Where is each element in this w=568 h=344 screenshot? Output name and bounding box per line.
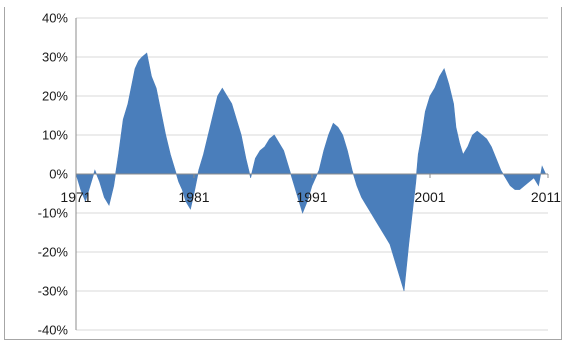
axis-layer — [75, 18, 549, 330]
y-tick-label: -40% — [38, 323, 69, 338]
x-tick-label: 2001 — [414, 189, 445, 205]
x-tick-label: 2011 — [531, 189, 561, 205]
y-tick-label: 30% — [42, 50, 68, 65]
x-tick-label: 1971 — [60, 189, 91, 205]
y-tick-label: -20% — [38, 245, 69, 260]
y-tick-layer: 40% 30% 20% 10% 0% -10% -20% -30% -40% — [38, 11, 69, 338]
x-tick-label: 1981 — [178, 189, 209, 205]
y-tick-label: 10% — [42, 128, 68, 143]
area-series — [75, 52, 548, 292]
y-tick-label: -10% — [38, 206, 69, 221]
area-layer — [75, 52, 548, 292]
title-strip — [0, 0, 568, 7]
grid-layer — [76, 17, 548, 331]
y-tick-label: 0% — [49, 167, 68, 182]
x-tick-layer: 1971 1981 1991 2001 2011 — [60, 189, 561, 205]
y-tick-label: 40% — [42, 11, 68, 26]
y-tick-label: -30% — [38, 284, 69, 299]
y-tick-label: 20% — [42, 89, 68, 104]
x-tick-label: 1991 — [296, 189, 327, 205]
